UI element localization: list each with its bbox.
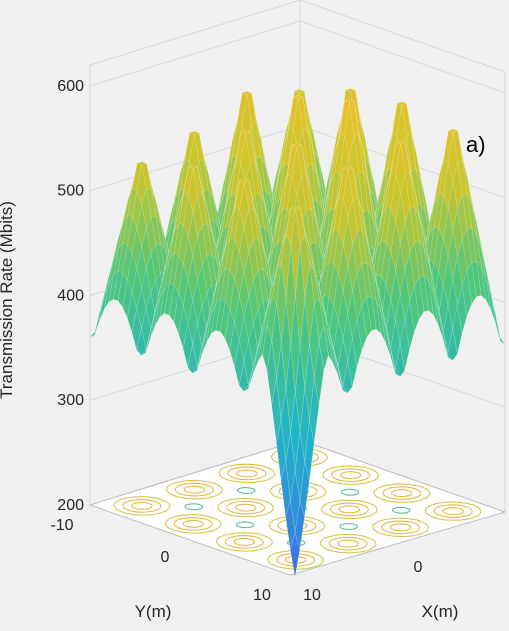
x-axis-title: X(m) [422,602,459,621]
contour-ring [267,550,325,570]
y-tick-label: -10 [50,517,73,534]
contour-ring [382,486,422,500]
surface-patch [290,531,301,578]
contour-ring [227,466,267,481]
contour-ring [184,503,204,511]
surface-patch [94,297,105,335]
contour-ring [182,519,204,528]
contour-ring [322,465,380,485]
grid-line [89,20,506,94]
surface-mesh [89,88,506,578]
contour-ring [183,485,206,494]
z-tick-label: 500 [57,183,84,200]
x-tick-label: 0 [414,559,423,576]
contour-ring [433,504,473,518]
contour-ring [236,487,256,494]
contour-ring [337,539,359,548]
surface-patch [490,295,501,341]
contour-ring [174,482,214,497]
contour-ring [320,499,378,520]
wall-top-edge [299,0,506,73]
contour-ring [339,471,362,480]
contour-ring [233,537,256,546]
contour-ring [234,503,257,512]
contour-ring [224,535,264,549]
contour-ring [236,469,258,478]
contour-ring [215,532,273,552]
surface-patch [495,315,506,345]
contour-ring [113,496,171,516]
z-tick-label: 600 [57,78,84,95]
contour-ring [391,506,411,514]
contour-ring [173,517,213,531]
contour-ring [164,514,222,534]
contour-ring [389,523,412,532]
z-tick-label: 400 [57,287,84,304]
tick-labels: 200 300 400 500 600 -10 0 10 0 10 [50,78,422,604]
contour-ring [226,500,266,515]
contour-ring [165,479,223,500]
contour-ring [391,489,413,498]
contour-ring [373,483,431,503]
x-tick-label: 10 [303,587,321,604]
contour-ring [319,533,377,554]
contour-ring [131,501,153,510]
contour-ring [218,463,276,484]
contour-ring [340,488,360,496]
z-axis-title: Transmission Rate (Mbits) [0,201,16,399]
contour-ring [424,501,482,521]
contour-ring [372,517,430,538]
contour-ring [328,536,368,551]
z-tick-label: 200 [57,497,84,514]
contour-ring [235,521,255,529]
contour-ring [276,553,316,567]
y-axis-title: Y(m) [135,602,172,621]
contour-ring [442,507,464,516]
contour-ring [339,523,359,530]
contour-ring [122,499,162,513]
contour-ring [338,505,361,514]
y-tick-label: 10 [253,587,271,604]
y-tick-label: 0 [161,549,170,566]
panel-label: a) [466,132,486,157]
contour-ring [381,520,421,535]
contour-ring [329,502,369,517]
wall-top-edge [89,0,301,66]
contour-ring [331,468,371,482]
contour-ring [217,497,275,518]
z-tick-label: 300 [57,392,84,409]
